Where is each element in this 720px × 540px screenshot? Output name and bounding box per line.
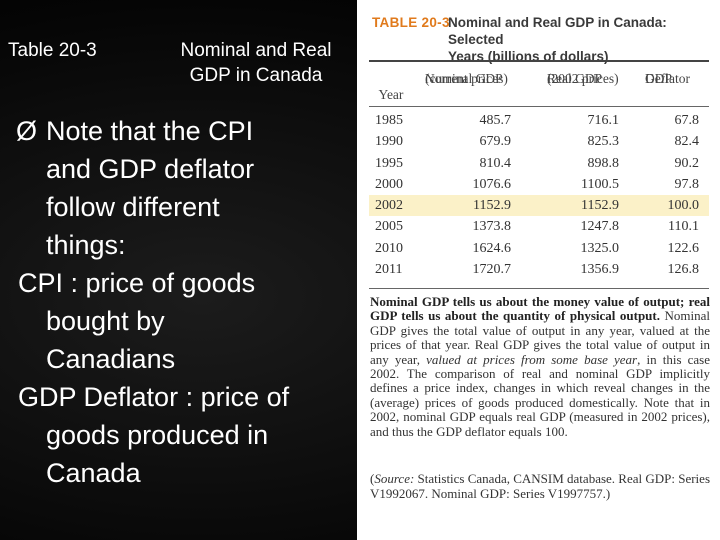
- cell-year: 2002: [375, 198, 403, 214]
- cpi-line: CPI : price of goods: [18, 268, 256, 298]
- cell-deflator: 122.6: [667, 240, 700, 256]
- table-note: Nominal GDP tells us about the money val…: [370, 294, 711, 439]
- table-caption-line-2: Years (billions of dollars): [448, 49, 609, 64]
- table-caption-line-1: Nominal and Real GDP in Canada: Selected: [448, 15, 667, 47]
- cell-deflator: 90.2: [674, 155, 700, 171]
- cell-year: 2000: [375, 176, 403, 192]
- bullet-line: things:: [46, 230, 126, 260]
- table-top-rule: [369, 60, 709, 62]
- table-row: 1985 485.7 716.1 67.8: [369, 110, 709, 131]
- slide-bullets: Ø Note that the CPI and GDP deflator fol…: [16, 112, 356, 492]
- table-image-panel: TABLE 20-3 Nominal and Real GDP in Canad…: [357, 0, 720, 540]
- cell-deflator: 126.8: [667, 262, 700, 278]
- deflator-line: GDP Deflator : price of: [18, 382, 290, 412]
- cell-nominal: 1720.7: [472, 262, 512, 278]
- cell-nominal: 810.4: [479, 155, 512, 171]
- table-body: 1985 485.7 716.1 67.8 1990 679.9 825.3 8…: [369, 110, 709, 280]
- cell-real: 716.1: [587, 113, 620, 128]
- slide-title-line-1: Nominal and Real: [180, 40, 332, 61]
- header-deflator-line-2: Deflator: [645, 71, 690, 86]
- slide-title-text: Nominal and Real GDP in Canada: [156, 38, 356, 88]
- cell-year: 1985: [375, 113, 403, 128]
- table-header-rule: [369, 106, 709, 107]
- cell-nominal: 1373.8: [472, 219, 512, 235]
- cell-nominal: 1152.9: [473, 198, 511, 214]
- table-row: 2000 1076.6 1100.5 97.8: [369, 174, 709, 195]
- arrow-bullet-icon: Ø: [16, 116, 38, 146]
- bullet-line: and GDP deflator: [46, 154, 255, 184]
- table-row: 2011 1720.7 1356.9 126.8: [369, 259, 709, 280]
- cell-year: 2011: [375, 262, 403, 278]
- cell-year: 2005: [375, 219, 403, 235]
- cell-real: 1100.5: [581, 176, 619, 192]
- table-note-text: Nominal GDP gives the total value of out…: [370, 308, 710, 367]
- cell-real: 1356.9: [580, 262, 620, 278]
- deflator-definition: GDP Deflator : price of goods produced i…: [16, 378, 356, 492]
- table-row: 2005 1373.8 1247.8 110.1: [369, 216, 709, 237]
- header-real-line-2: (2002 prices): [547, 71, 619, 86]
- cell-year: 1995: [375, 155, 403, 171]
- slide-title-line-2: GDP in Canada: [189, 65, 323, 86]
- table-row: 2010 1624.6 1325.0 122.6: [369, 238, 709, 259]
- cell-deflator: 110.1: [668, 219, 699, 235]
- cell-year: 1990: [375, 134, 403, 150]
- source-open-paren: (: [370, 471, 375, 486]
- table-number: Table 20-3: [8, 40, 97, 61]
- cell-real: 1152.9: [581, 198, 619, 214]
- table-label: TABLE 20-3: [372, 15, 450, 30]
- cell-real: 898.8: [587, 155, 620, 171]
- cell-deflator: 100.0: [667, 198, 700, 214]
- cell-real: 825.3: [587, 134, 620, 150]
- cell-deflator: 82.4: [674, 134, 700, 150]
- table-source: (Source: Statistics Canada, CANSIM datab…: [370, 471, 710, 501]
- table-caption: Nominal and Real GDP in Canada: Selected…: [448, 14, 698, 65]
- cell-year: 2010: [375, 240, 403, 256]
- table-row: 1990 679.9 825.3 82.4: [369, 131, 709, 152]
- deflator-line: Canada: [46, 458, 141, 488]
- header-year: Year: [378, 87, 404, 102]
- cell-deflator: 67.8: [674, 113, 700, 128]
- table-bottom-rule: [369, 288, 709, 289]
- bullet-line: Note that the CPI: [46, 116, 254, 146]
- cpi-line: bought by: [46, 306, 165, 336]
- cell-real: 1247.8: [580, 219, 620, 235]
- table-note-text-end: , in this case 2002. The comparison of r…: [370, 351, 711, 439]
- header-real-line-1: Real GDP: [547, 71, 603, 86]
- cell-nominal: 1076.6: [472, 176, 512, 192]
- bullet-line: follow different: [46, 192, 220, 222]
- header-nominal-line-1: Nominal GDP: [425, 71, 503, 86]
- table-row: 1995 810.4 898.8 90.2: [369, 153, 709, 174]
- cell-nominal: 485.7: [479, 113, 512, 128]
- bullet-item: Ø Note that the CPI and GDP deflator fol…: [16, 112, 356, 264]
- cell-nominal: 1624.6: [472, 240, 512, 256]
- cpi-definition: CPI : price of goods bought by Canadians: [16, 264, 356, 378]
- cell-deflator: 97.8: [674, 176, 700, 192]
- source-text: Statistics Canada, CANSIM database. Real…: [370, 471, 711, 501]
- cell-real: 1325.0: [580, 240, 620, 256]
- header-deflator-line-1: GDP: [645, 71, 673, 86]
- cell-nominal: 679.9: [479, 134, 512, 150]
- table-note-bold: Nominal GDP tells us about the money val…: [370, 294, 710, 324]
- deflator-line: goods produced in: [46, 420, 269, 450]
- table-column-headers: Year Nominal GDP (current prices) Real G…: [369, 71, 709, 107]
- cpi-line: Canadians: [46, 344, 176, 374]
- header-nominal-line-2: (current prices): [425, 71, 508, 86]
- table-note-italic: valued at prices from some base year: [426, 351, 638, 367]
- table-row-highlighted: 2002 1152.9 1152.9 100.0: [369, 195, 709, 217]
- source-label: Source:: [374, 471, 415, 486]
